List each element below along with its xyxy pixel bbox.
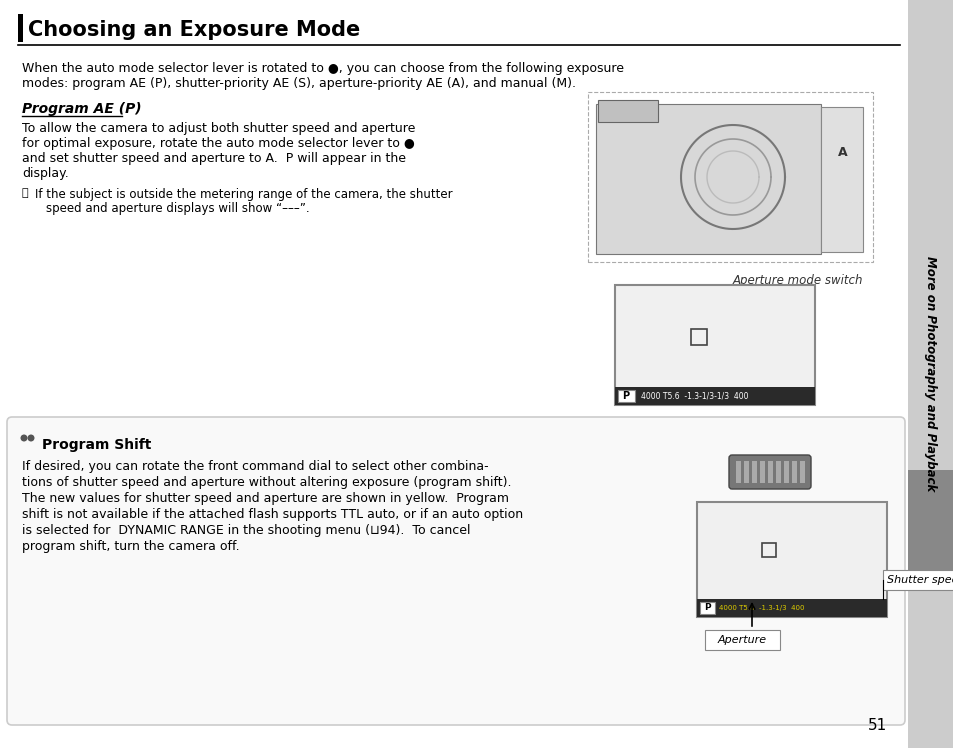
Text: Program Shift: Program Shift [42,438,152,452]
Text: shift is not available if the attached flash supports TTL auto, or if an auto op: shift is not available if the attached f… [22,508,522,521]
Circle shape [28,435,34,441]
Text: The new values for shutter speed and aperture are shown in yellow.  Program: The new values for shutter speed and ape… [22,492,509,505]
Bar [751,461,757,483]
Bar [615,387,814,405]
Text: A: A [838,146,847,159]
Bar [767,461,772,483]
Text: P: P [703,604,710,613]
Text: 51: 51 [867,717,886,732]
Text: Shutter speed: Shutter speed [886,575,953,585]
Bar [791,461,796,483]
Bar [615,285,814,405]
Text: ⓘ: ⓘ [22,188,29,198]
Bar [697,599,886,617]
Bar [587,92,872,262]
Bar [598,100,658,122]
Bar [783,461,788,483]
Bar [735,461,740,483]
Text: Program AE (P): Program AE (P) [22,102,141,116]
Text: Choosing an Exposure Mode: Choosing an Exposure Mode [28,20,360,40]
Bar [704,630,780,650]
Text: for optimal exposure, rotate the auto mode selector lever to ●: for optimal exposure, rotate the auto mo… [22,137,415,150]
Bar [800,461,804,483]
Bar [18,14,23,42]
Text: Aperture: Aperture [717,635,766,645]
Bar [760,461,764,483]
Text: 4000 T5.6  -1.3-1/3  400: 4000 T5.6 -1.3-1/3 400 [719,605,803,611]
Bar [882,570,953,590]
Bar [821,107,862,252]
Bar [618,390,635,402]
Text: speed and aperture displays will show “–––”.: speed and aperture displays will show “–… [46,202,310,215]
Text: More on Photography and Playback: More on Photography and Playback [923,257,937,491]
Text: When the auto mode selector lever is rotated to ●, you can choose from the follo: When the auto mode selector lever is rot… [22,62,623,75]
Bar [907,0,953,748]
Text: display.: display. [22,167,69,180]
Bar [743,461,748,483]
Bar [596,104,821,254]
Text: program shift, turn the camera off.: program shift, turn the camera off. [22,540,239,553]
Bar [907,470,953,580]
Circle shape [20,435,28,441]
Text: If desired, you can rotate the front command dial to select other combina-: If desired, you can rotate the front com… [22,460,488,473]
Text: If the subject is outside the metering range of the camera, the shutter: If the subject is outside the metering r… [35,188,452,201]
Text: To allow the camera to adjust both shutter speed and aperture: To allow the camera to adjust both shutt… [22,122,415,135]
Text: modes: program AE (P), shutter-priority AE (S), aperture-priority AE (A), and ma: modes: program AE (P), shutter-priority … [22,77,576,90]
Bar [761,543,776,557]
Bar [697,502,886,617]
Text: Aperture mode switch: Aperture mode switch [732,274,862,287]
Text: P: P [621,391,629,401]
Bar [690,329,706,345]
Bar [700,602,714,614]
Text: 4000 T5.6  -1.3-1/3-1/3  400: 4000 T5.6 -1.3-1/3-1/3 400 [640,391,748,400]
Text: tions of shutter speed and aperture without altering exposure (program shift).: tions of shutter speed and aperture with… [22,476,511,489]
FancyBboxPatch shape [728,455,810,489]
FancyBboxPatch shape [7,417,904,725]
Text: is selected for  DYNAMIC RANGE in the shooting menu (⊔94).  To cancel: is selected for DYNAMIC RANGE in the sho… [22,524,470,537]
Text: and set shutter speed and aperture to A.  P will appear in the: and set shutter speed and aperture to A.… [22,152,406,165]
Bar [775,461,781,483]
